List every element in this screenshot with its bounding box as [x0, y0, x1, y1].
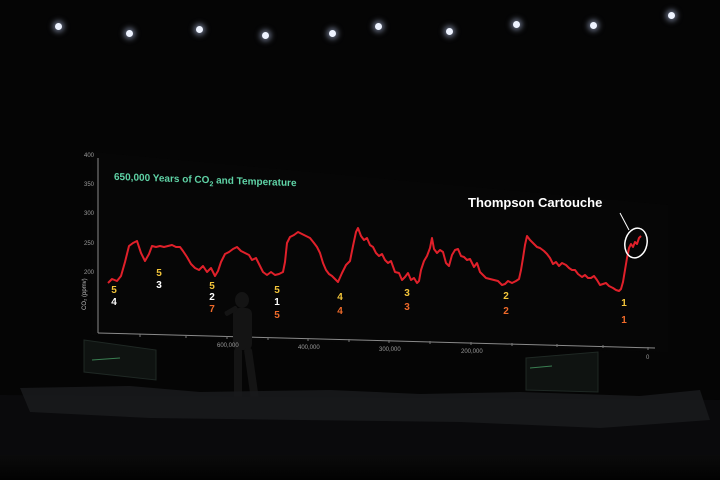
marker-bottom: 3 — [156, 280, 162, 291]
y-tick-label: 250 — [83, 241, 94, 247]
co2-curve — [107, 227, 642, 292]
x-axis-line — [97, 332, 656, 349]
marker-top: 5 — [111, 285, 117, 296]
marker-mid: 1 — [274, 297, 280, 308]
y-tick-label: 350 — [83, 182, 94, 188]
marker-mid: 2 — [209, 292, 215, 303]
marker-bottom: 5 — [274, 310, 280, 321]
x-tick-label: 200,000 — [461, 349, 483, 355]
stage-monitor-left — [83, 339, 157, 381]
marker-top: 5 — [209, 281, 215, 292]
stage-light — [196, 26, 203, 33]
stage-monitor-right — [525, 351, 599, 393]
marker-bottom: 2 — [503, 306, 509, 317]
marker-top: 2 — [503, 291, 509, 302]
thompson-cartouche-ring — [624, 227, 648, 259]
stage-light — [446, 28, 453, 35]
stage-light — [262, 32, 269, 39]
stage-light — [375, 23, 382, 30]
marker-top: 3 — [404, 288, 410, 299]
x-tick-label: 600,000 — [217, 343, 239, 349]
marker-bottom: 3 — [404, 302, 410, 313]
stage-light — [329, 30, 336, 37]
y-axis-title: CO₂ (ppmv) — [82, 278, 88, 310]
stage-light — [55, 23, 62, 30]
thompson-cartouche-label: Thompson Cartouche — [468, 195, 603, 210]
marker-bottom: 4 — [111, 297, 117, 308]
marker-bottom: 1 — [621, 315, 627, 326]
presenter — [224, 292, 259, 402]
y-tick-label: 300 — [83, 211, 94, 217]
callout-pointer — [619, 212, 630, 231]
marker-top: 4 — [337, 292, 343, 303]
x-tick-label: 400,000 — [298, 345, 320, 351]
marker-top: 5 — [274, 285, 280, 296]
stage-light — [590, 22, 597, 29]
y-tick-label: 400 — [83, 153, 94, 159]
audience-silhouettes — [0, 455, 720, 480]
y-tick-label: 200 — [83, 270, 94, 276]
x-tick-label: 300,000 — [379, 347, 401, 353]
marker-top: 5 — [156, 268, 162, 279]
stage-light — [668, 12, 675, 19]
marker-top: 1 — [621, 298, 627, 309]
stage-light — [513, 21, 520, 28]
stage-light — [126, 30, 133, 37]
x-tick-label: 0 — [646, 355, 650, 361]
marker-bottom: 4 — [337, 306, 343, 317]
marker-bottom: 7 — [209, 304, 215, 315]
